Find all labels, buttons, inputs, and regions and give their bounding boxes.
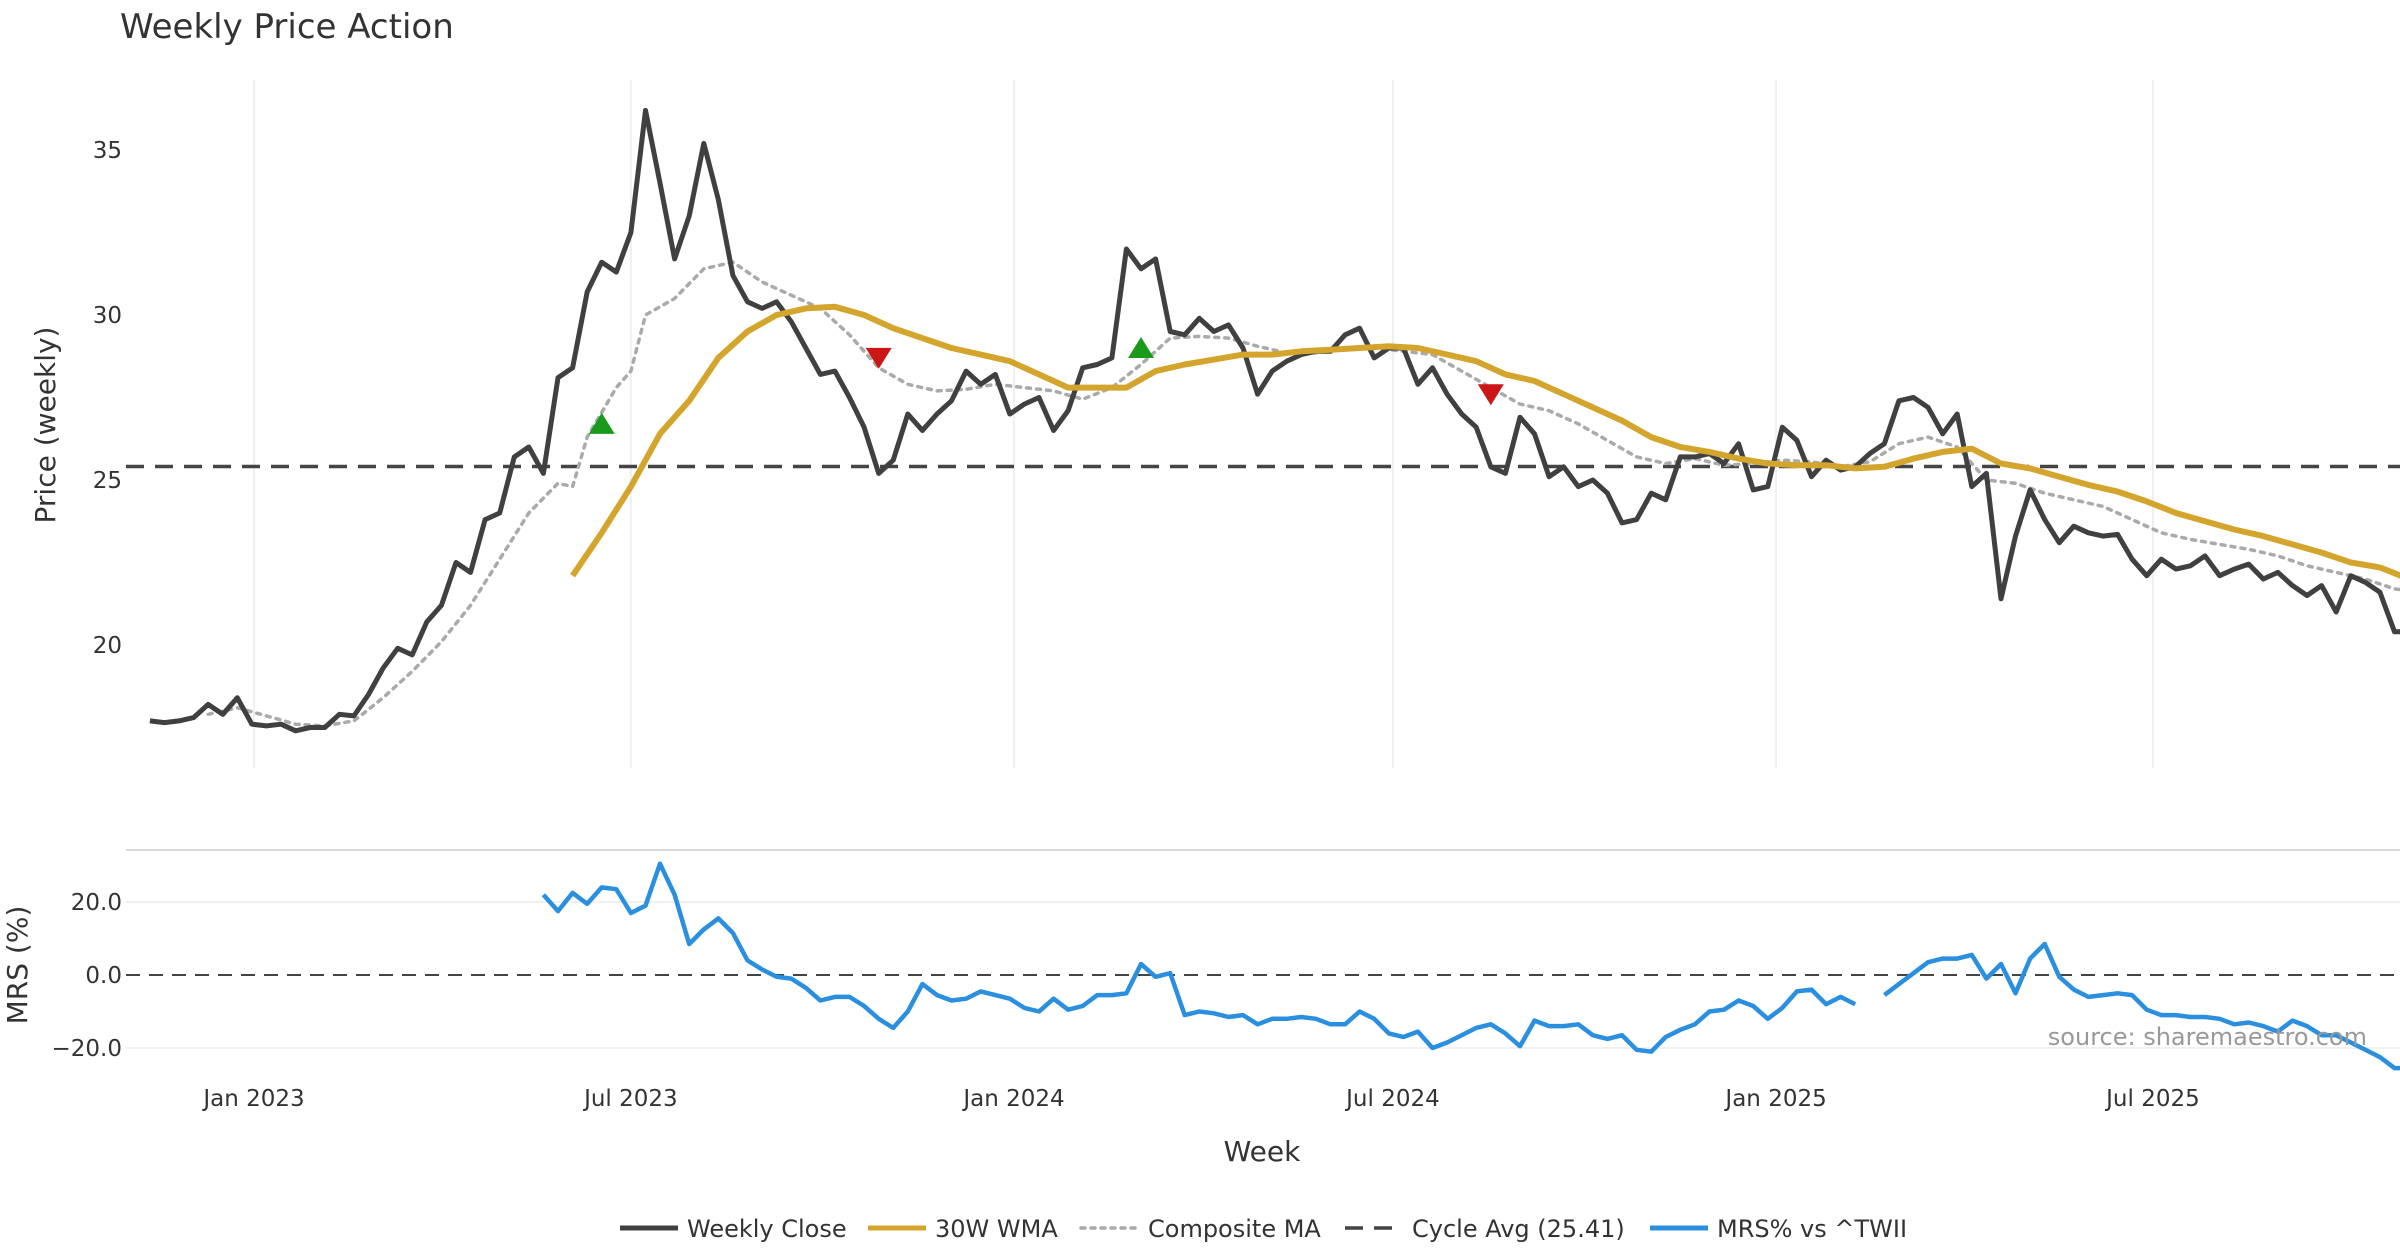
- y-tick-label: 20: [93, 633, 122, 659]
- sell-signal-marker: [865, 347, 892, 369]
- x-tick-label: Jul 2024: [1344, 1086, 1440, 1112]
- legend-item: Weekly Close: [620, 1215, 847, 1243]
- sell-signal-marker: [1477, 384, 1504, 406]
- x-axis: Jan 2023 Jul 2023 Jan 2024 Jul 2024 Jan 2025…: [201, 1086, 2199, 1112]
- chart-title: Weekly Price Action: [120, 7, 454, 47]
- legend-label: Cycle Avg (25.41): [1412, 1215, 1625, 1243]
- legend-label: Composite MA: [1148, 1215, 1321, 1243]
- series-30w-wma-line: [570, 303, 2400, 579]
- legend-label: 30W WMA: [935, 1215, 1058, 1243]
- mrs-y-tick-label: −20.0: [52, 1036, 122, 1062]
- legend-item: Cycle Avg (25.41): [1345, 1215, 1625, 1243]
- mrs-y-tick-label: 0.0: [85, 963, 122, 989]
- x-tick-label: Jan 2025: [1723, 1086, 1826, 1112]
- price-panel: 20 25 30 35: [93, 80, 2400, 768]
- source-credit: source: sharemaestro.com: [2048, 1023, 2367, 1051]
- legend-item: Composite MA: [1079, 1215, 1321, 1243]
- series-composite-ma-line: [206, 260, 2400, 728]
- series-mrs-line: [541, 861, 1857, 1054]
- series-weekly-close-line: [149, 107, 2400, 734]
- mrs-panel: −20.0 0.0 20.0: [52, 861, 2400, 1071]
- y-tick-label: 35: [93, 138, 122, 164]
- x-tick-label: Jul 2025: [2104, 1086, 2200, 1112]
- series-mrs-line: [1883, 941, 2400, 1071]
- legend-label: MRS% vs ^TWII: [1717, 1215, 1907, 1243]
- x-axis-title: Week: [1224, 1135, 1301, 1168]
- legend-label: Weekly Close: [687, 1215, 847, 1243]
- legend: Weekly Close 30W WMA Composite MA Cycle Avg…: [620, 1215, 1907, 1243]
- y-axis-title-price: Price (weekly): [29, 327, 62, 524]
- y-tick-label: 25: [93, 468, 122, 494]
- buy-signal-marker: [1128, 337, 1155, 358]
- buy-signal-marker: [588, 412, 615, 434]
- y-tick-label: 30: [93, 303, 122, 329]
- x-tick-label: Jan 2024: [961, 1086, 1064, 1112]
- legend-item: MRS% vs ^TWII: [1650, 1215, 1907, 1243]
- legend-item: 30W WMA: [868, 1215, 1058, 1243]
- mrs-y-tick-label: 20.0: [71, 890, 122, 916]
- x-tick-label: Jul 2023: [582, 1086, 678, 1112]
- y-axis-title-mrs: MRS (%): [1, 906, 34, 1025]
- x-tick-label: Jan 2023: [201, 1086, 304, 1112]
